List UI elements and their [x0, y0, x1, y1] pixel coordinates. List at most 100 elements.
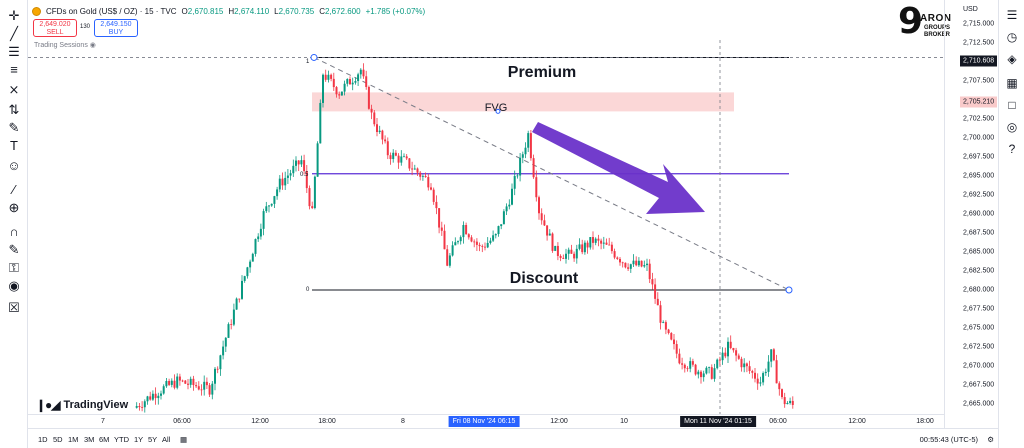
sell-button[interactable]: 2,649.020 SELL	[33, 19, 77, 37]
candle-body	[324, 74, 327, 80]
time-label: 12:00	[848, 418, 866, 425]
crosshair-icon[interactable]: ✛	[8, 7, 20, 23]
help-icon[interactable]: ?	[1008, 142, 1016, 156]
crosshair-date-tag: Fri 08 Nov '24 06:15	[448, 416, 520, 427]
fib-anchor-handle[interactable]	[310, 53, 318, 61]
candle-body	[362, 69, 365, 77]
time-label: 06:00	[173, 418, 191, 425]
candle-body	[756, 378, 759, 384]
range-1y[interactable]: 1Y	[134, 435, 144, 444]
candle-body	[627, 267, 630, 269]
candle-body	[419, 172, 422, 177]
lock-drawing-icon[interactable]: ✎	[8, 241, 20, 257]
projection-icon[interactable]: ⇅	[8, 101, 20, 117]
candle-body	[619, 258, 621, 263]
candle-body	[789, 400, 792, 404]
candle-body	[232, 309, 235, 325]
trading-sessions-indicator[interactable]: Trading Sessions ◉	[34, 41, 96, 49]
trash-icon[interactable]: ☒	[8, 299, 20, 315]
text-icon[interactable]: T	[10, 137, 18, 153]
currency-label[interactable]: USD	[963, 6, 978, 13]
candle-body	[435, 201, 438, 209]
candle-body	[143, 401, 146, 408]
candle-body	[392, 152, 395, 160]
time-axis[interactable]: 7 06:00 12:00 18:00 8 Fri 08 Nov '24 06:…	[28, 414, 944, 428]
range-6m[interactable]: 6M	[99, 435, 110, 444]
range-5d[interactable]: 5D	[53, 435, 63, 444]
buy-button[interactable]: 2,649.150 BUY	[94, 19, 138, 37]
range-1d[interactable]: 1D	[38, 435, 48, 444]
price-label: 2,695.000	[963, 172, 995, 180]
price-label: 2,690.000	[963, 210, 995, 218]
symbol-title[interactable]: CFDs on Gold (US$ / OZ) · 15 · TVC	[46, 6, 177, 16]
drawing-toolbar: ✛ ╱ ☰ ≡ ⨯ ⇅ ✎ T ☺ ∕ ⊕ ∩ ✎ ⚿ ◉ ☒	[0, 0, 28, 448]
candle-body	[270, 203, 273, 206]
eye-icon[interactable]: ◉	[89, 42, 96, 49]
candle-body	[735, 350, 738, 356]
trend-line-icon[interactable]: ╱	[10, 25, 18, 41]
candle-body	[716, 359, 719, 369]
brush-icon[interactable]: ✎	[8, 119, 20, 135]
candle-body	[540, 213, 543, 221]
candle-body	[332, 78, 335, 88]
bearish-arrow[interactable]	[532, 122, 705, 214]
candle-body	[416, 168, 419, 173]
candle-body	[586, 242, 589, 248]
settings-gear-icon[interactable]: ⚙	[987, 435, 994, 444]
candle-body	[511, 188, 513, 205]
utc-clock[interactable]: 00:55:43 (UTC-5)	[919, 435, 978, 444]
alerts-clock-icon[interactable]: ◷	[1006, 30, 1018, 44]
visibility-icon[interactable]: ◉	[8, 277, 20, 293]
candle-body	[305, 171, 308, 189]
candle-body	[327, 74, 330, 80]
range-ytd[interactable]: YTD	[114, 435, 129, 444]
candle-body	[322, 74, 324, 103]
ruler-icon[interactable]: ∕	[12, 181, 16, 197]
zoom-icon[interactable]: ⊕	[8, 199, 20, 215]
calendar-icon[interactable]: ▦	[1006, 76, 1018, 90]
ideas-icon[interactable]: ◎	[1006, 120, 1018, 134]
horizontal-lines-icon[interactable]: ☰	[8, 43, 20, 59]
lock-icon[interactable]: ⚿	[9, 259, 19, 275]
candle-body	[243, 276, 246, 281]
price-label: 2,682.500	[963, 267, 995, 275]
candle-body	[208, 385, 211, 395]
time-label: 12:00	[251, 418, 269, 425]
candle-body	[470, 237, 473, 242]
tradingview-mark-icon: ❙●◢	[36, 398, 61, 412]
fvg-zone[interactable]	[312, 92, 734, 112]
pattern-icon[interactable]: ⨯	[8, 81, 20, 97]
candle-body	[521, 154, 524, 158]
range-5y[interactable]: 5Y	[148, 435, 158, 444]
candle-body	[278, 178, 281, 190]
chat-icon[interactable]: □	[1008, 98, 1016, 112]
candle-body	[373, 112, 376, 125]
current-price-tag: 2,710.608	[960, 55, 998, 67]
fib-trend-line[interactable]	[313, 56, 790, 291]
fvg-handle[interactable]	[495, 108, 501, 114]
emoji-icon[interactable]: ☺	[7, 157, 21, 173]
candle-body	[378, 130, 381, 133]
candle-body	[205, 381, 208, 386]
candle-body	[718, 359, 721, 361]
range-1m[interactable]: 1M	[68, 435, 79, 444]
price-chart[interactable]	[28, 0, 944, 414]
ohlc-open: O2,670.815	[181, 6, 224, 16]
fib-anchor-handle[interactable]	[785, 286, 793, 294]
range-all[interactable]: All	[162, 435, 171, 444]
candle-body	[786, 403, 789, 405]
fib-retracement-icon[interactable]: ≡	[10, 61, 18, 77]
layers-icon[interactable]: ◈	[1007, 52, 1017, 66]
candle-body	[276, 189, 279, 197]
candle-body	[659, 305, 662, 323]
price-change: +1.785 (+0.07%)	[365, 6, 426, 16]
candle-body	[289, 173, 292, 176]
candle-body	[222, 346, 225, 356]
tradingview-logo[interactable]: ❙●◢ TradingView	[36, 398, 128, 412]
price-axis[interactable]: USD 2,715.000 2,712.500 2,707.500 2,702.500…	[944, 0, 998, 428]
magnet-icon[interactable]: ∩	[9, 223, 19, 239]
candle-body	[367, 86, 370, 109]
date-range-calendar-icon[interactable]: ▦	[180, 435, 188, 444]
range-3m[interactable]: 3M	[84, 435, 95, 444]
watchlist-icon[interactable]: ☰	[1006, 8, 1018, 22]
